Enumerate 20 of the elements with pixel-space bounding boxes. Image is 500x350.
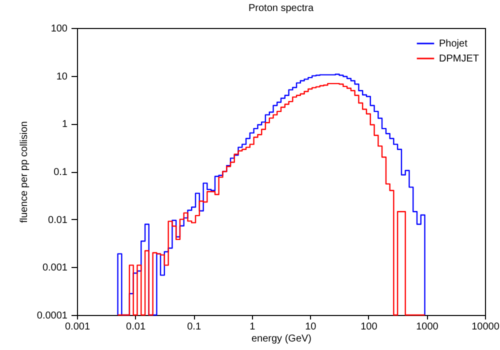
x-tick-label: 10: [305, 322, 317, 332]
y-tick-label: 0.01: [48, 214, 68, 226]
x-tick-label: 1000: [416, 322, 439, 332]
y-tick-label: 100: [50, 24, 68, 34]
chart-title: Proton spectra: [248, 3, 314, 14]
x-tick-label: 100: [360, 322, 378, 332]
y-tick-label: 10: [56, 71, 68, 82]
x-tick-label: 0.001: [64, 322, 90, 332]
legend-label: Phojet: [439, 38, 468, 50]
x-tick-label: 0.01: [126, 322, 146, 332]
y-tick-label: 0.001: [42, 262, 68, 274]
x-tick-label: 1: [250, 322, 256, 332]
x-tick-label: 10000: [472, 322, 500, 332]
x-axis-title: energy (GeV): [251, 334, 312, 344]
legend-label: DPMJET: [439, 54, 479, 64]
y-axis-title: fluence per pp collision: [18, 121, 30, 223]
x-tick-label: 0.1: [187, 322, 202, 332]
y-tick-label: 0.1: [54, 167, 68, 178]
y-tick-label: 1: [62, 119, 68, 130]
y-tick-label: 0.0001: [36, 310, 68, 322]
